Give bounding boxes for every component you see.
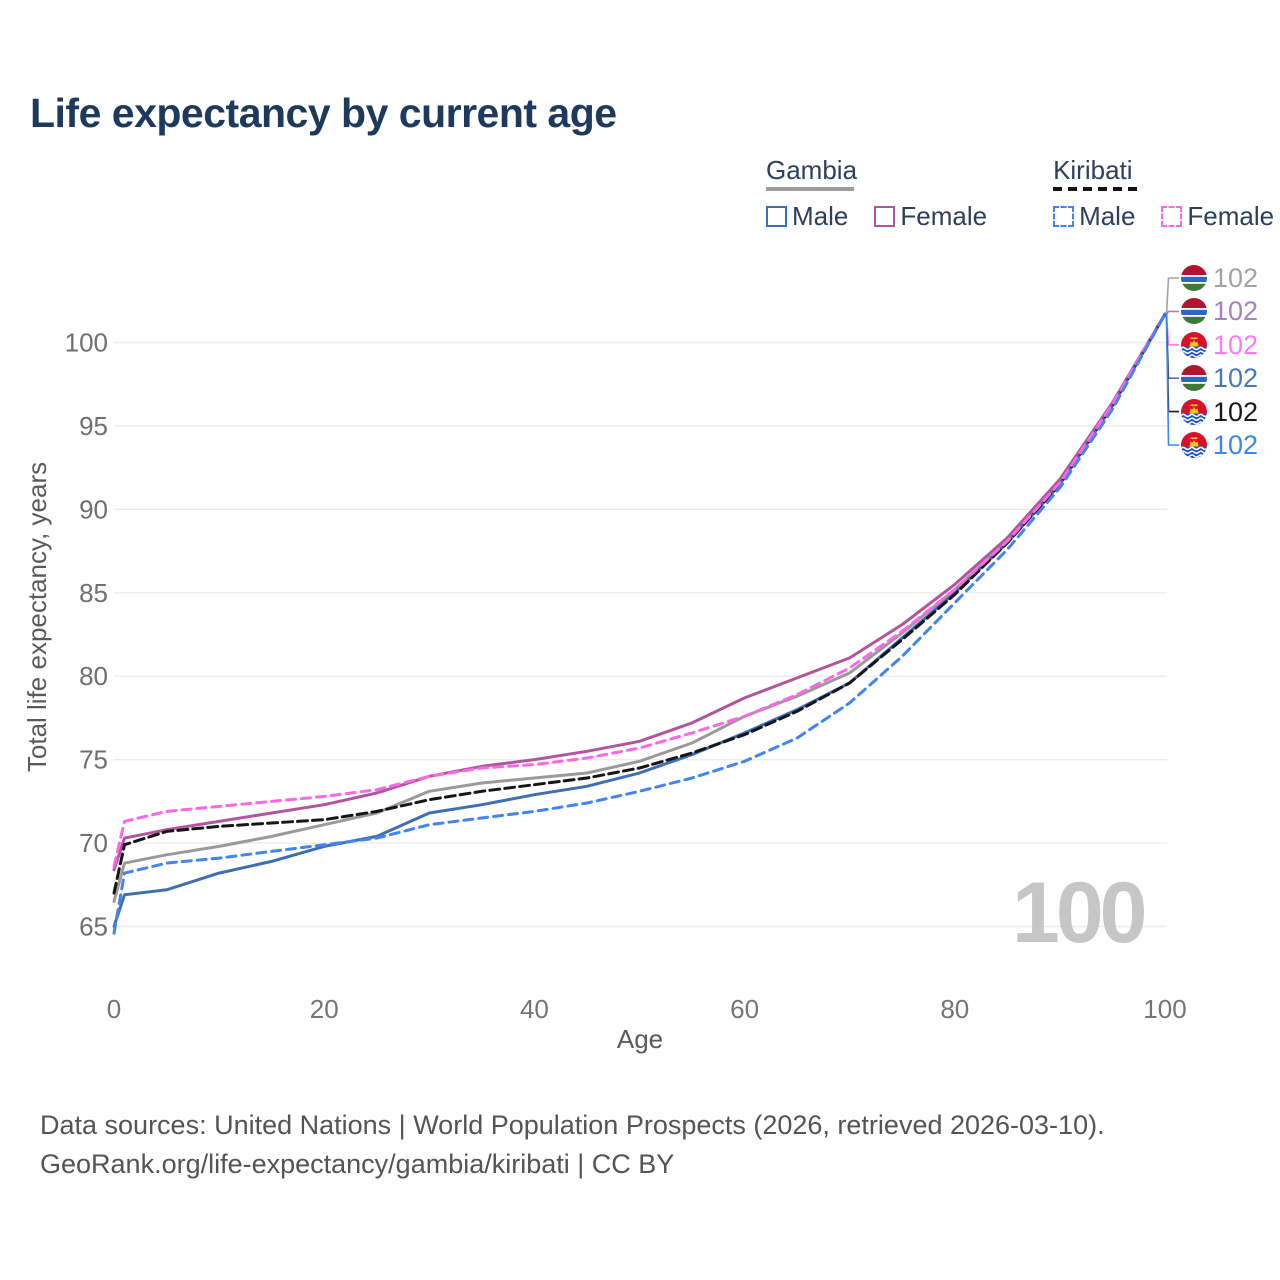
series-line-kiribati-female [112,312,1167,868]
gambia-female-swatch [874,206,896,227]
series-line-kiribati-male [112,312,1167,935]
series-line-gambia-male [112,312,1167,928]
end-value-label-gambia-male: 102 [1213,363,1259,394]
legend-label: Female [1187,201,1275,231]
legend-item-kiribati-female[interactable]: Female [1161,201,1274,232]
end-label-connector-gambia-total [1165,277,1179,315]
attribution-text: GeoRank.org/life-expectancy/gambia/kirib… [40,1149,675,1179]
x-tick-label: 0 [107,994,121,1024]
legend-label: Male [1079,201,1136,231]
y-tick-label: 100 [65,328,108,358]
kiribati-female-swatch [1161,206,1183,227]
end-row-gambia-male [1181,365,1207,392]
y-tick-label: 95 [79,411,108,441]
end-value-label-gambia-female: 102 [1213,296,1259,327]
kiribati-flag-icon [1181,331,1207,358]
y-tick-label: 75 [79,745,108,775]
kiribati-male-swatch [1053,206,1075,227]
legend-label: Male [792,201,849,231]
series-line-gambia-female [112,312,1167,872]
end-label-connector-gambia-female [1165,310,1179,315]
y-tick-label: 80 [79,661,108,691]
end-row-gambia-total [1181,265,1207,291]
y-tick-label: 65 [79,912,108,942]
end-row-kiribati-male [1181,432,1207,458]
y-axis-title: Total life expectancy, years [22,462,52,772]
end-value-label-kiribati-total: 102 [1213,396,1259,427]
series-line-kiribati-total [112,312,1167,895]
gambia-flag-icon [1181,365,1207,392]
y-tick-label: 85 [79,578,108,608]
x-axis-title: Age [617,1024,663,1054]
end-row-kiribati-female [1181,331,1207,358]
end-row-gambia-female [1181,298,1207,325]
legend-item-gambia-male[interactable]: Male [766,201,848,232]
y-tick-label: 70 [79,828,108,858]
gambia-flag-icon [1181,298,1207,325]
legend-item-gambia-female[interactable]: Female [874,201,987,232]
legend-group-gambia: Gambia Male Female [766,156,987,232]
legend: Gambia Male Female Kiribati Male [766,156,1274,232]
kiribati-flag-icon [1181,432,1207,458]
end-label-connector-kiribati-female [1165,314,1179,346]
end-value-label-kiribati-male: 102 [1213,430,1259,460]
page-title: Life expectancy by current age [30,90,617,136]
end-value-label-kiribati-female: 102 [1213,329,1259,360]
gambia-flag-icon [1181,265,1207,291]
x-tick-label: 20 [310,994,339,1024]
end-label-connector-kiribati-male [1165,314,1179,446]
data-sources-text: Data sources: United Nations | World Pop… [40,1110,1105,1140]
x-tick-label: 60 [730,994,759,1024]
x-tick-label: 80 [940,994,969,1024]
gambia-solid-line-sample [766,187,854,191]
kiribati-dashed-line-sample [1053,187,1140,191]
legend-country-kiribati[interactable]: Kiribati [1053,155,1133,185]
end-value-label-gambia-total: 102 [1213,263,1259,293]
age-watermark: 100 [1012,865,1147,961]
legend-country-gambia[interactable]: Gambia [766,155,858,185]
y-tick-label: 90 [79,494,108,524]
x-tick-label: 40 [520,994,549,1024]
x-tick-label: 100 [1143,994,1186,1024]
legend-group-kiribati: Kiribati Male Female [1053,156,1274,232]
legend-label: Female [900,201,988,231]
footer: Data sources: United Nations | World Pop… [40,1106,1105,1184]
gambia-male-swatch [766,206,787,227]
kiribati-flag-icon [1181,398,1207,425]
legend-item-kiribati-male[interactable]: Male [1053,201,1135,232]
end-row-kiribati-total [1181,398,1207,425]
